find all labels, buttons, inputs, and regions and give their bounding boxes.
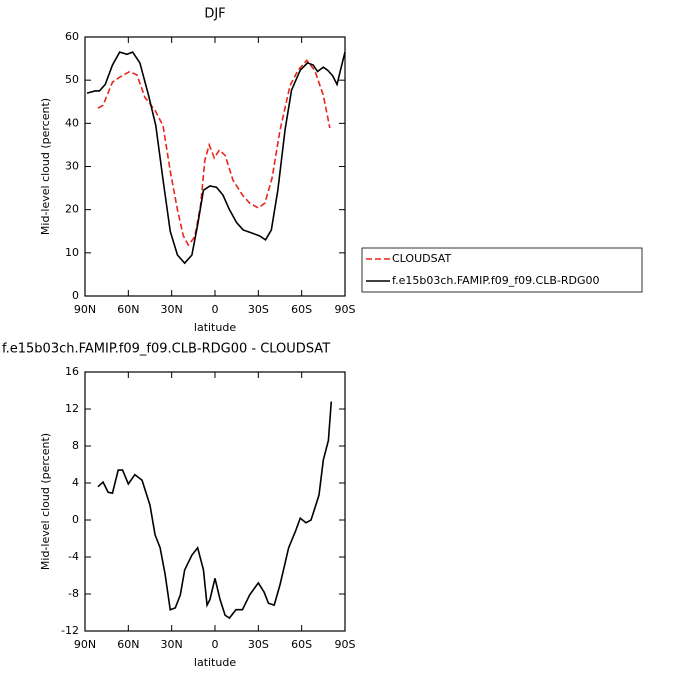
y-tick-label: -12	[61, 624, 79, 637]
y-tick-label: 50	[65, 73, 79, 86]
x-tick-label: 30N	[161, 638, 183, 651]
y-tick-label: 60	[65, 30, 79, 43]
y-tick-label: 8	[72, 439, 79, 452]
legend-label: CLOUDSAT	[392, 252, 451, 265]
chart-title: f.e15b03ch.FAMIP.f09_f09.CLB-RDG00 - CLO…	[2, 342, 330, 357]
x-tick-label: 30S	[248, 638, 269, 651]
x-tick-label: 60S	[291, 303, 312, 316]
x-tick-label: 0	[212, 303, 219, 316]
x-tick-label: 90N	[74, 303, 96, 316]
data-line	[97, 59, 331, 247]
x-tick-label: 0	[212, 638, 219, 651]
y-tick-label: 10	[65, 246, 79, 259]
y-tick-label: 12	[65, 402, 79, 415]
x-tick-label: 90N	[74, 638, 96, 651]
legend-box	[361, 247, 643, 293]
y-tick-label: 0	[72, 289, 79, 302]
y-tick-label: 40	[65, 116, 79, 129]
y-tick-label: 4	[72, 476, 79, 489]
y-tick-label: -8	[68, 587, 79, 600]
x-tick-label: 60N	[117, 303, 139, 316]
x-tick-label: 90S	[335, 638, 356, 651]
x-tick-label: 60S	[291, 638, 312, 651]
y-tick-label: 20	[65, 203, 79, 216]
y-tick-label: 0	[72, 513, 79, 526]
y-tick-label: 30	[65, 160, 79, 173]
y-tick-label: -4	[68, 550, 79, 563]
chart-title: DJF	[204, 7, 225, 22]
legend-label: f.e15b03ch.FAMIP.f09_f09.CLB-RDG00	[392, 274, 600, 287]
x-tick-label: 90S	[335, 303, 356, 316]
data-line	[86, 51, 346, 265]
x-tick-label: 30S	[248, 303, 269, 316]
x-tick-label: 30N	[161, 303, 183, 316]
x-tick-label: 60N	[117, 638, 139, 651]
x-axis-label: latitude	[194, 656, 236, 669]
y-axis-label: Mid-level cloud (percent)	[39, 98, 52, 235]
x-axis-label: latitude	[194, 321, 236, 334]
plot-frame	[84, 371, 346, 632]
y-tick-label: 16	[65, 365, 79, 378]
y-axis-label: Mid-level cloud (percent)	[39, 433, 52, 570]
data-line	[97, 401, 333, 620]
plot-frame	[84, 36, 346, 297]
